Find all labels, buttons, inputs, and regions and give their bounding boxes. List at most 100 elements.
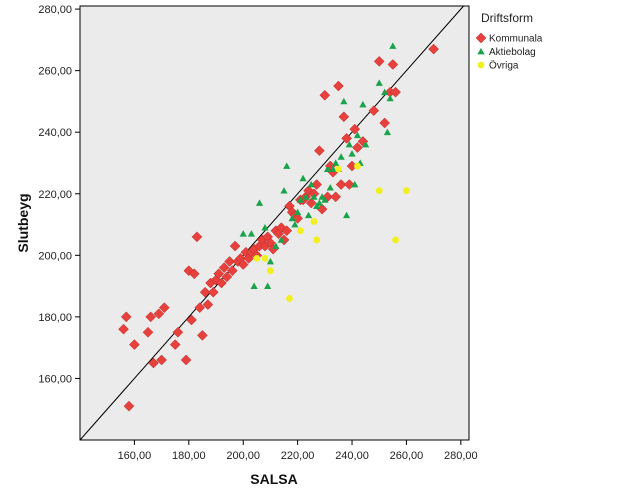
data-point-kommunala xyxy=(202,299,214,310)
data-point-kommunala xyxy=(387,59,399,70)
data-point-kommunala xyxy=(319,89,331,101)
data-point-aktiebolag xyxy=(310,193,318,200)
data-point-vriga xyxy=(313,236,321,244)
data-point-kommunala xyxy=(237,259,249,270)
data-point-kommunala xyxy=(341,133,352,144)
data-point-kommunala xyxy=(390,86,401,98)
data-point-kommunala xyxy=(158,302,170,313)
data-point-aktiebolag xyxy=(239,230,247,237)
data-point-vriga xyxy=(375,187,383,195)
data-point-aktiebolag xyxy=(353,131,362,139)
data-point-aktiebolag xyxy=(362,140,370,148)
data-point-kommunala xyxy=(148,357,159,369)
data-points-layer xyxy=(118,42,439,412)
y-axis-title: Slutbeyg xyxy=(15,193,31,252)
legend-title: Driftsform xyxy=(481,11,533,25)
y-tick-label: 280,00 xyxy=(38,4,72,16)
data-point-aktiebolag xyxy=(247,230,255,237)
data-point-aktiebolag xyxy=(288,214,296,222)
data-point-aktiebolag xyxy=(332,159,340,166)
data-point-aktiebolag xyxy=(277,236,285,243)
data-point-kommunala xyxy=(123,400,135,412)
data-point-kommunala xyxy=(352,142,363,153)
data-point-kommunala xyxy=(180,354,192,366)
data-point-aktiebolag xyxy=(345,140,353,148)
data-point-aktiebolag xyxy=(359,100,367,108)
data-point-aktiebolag xyxy=(283,162,291,169)
data-point-vriga xyxy=(296,227,304,235)
data-point-kommunala xyxy=(379,117,391,129)
data-point-aktiebolag xyxy=(323,165,332,173)
data-point-kommunala xyxy=(118,323,129,335)
data-point-aktiebolag xyxy=(375,79,383,86)
data-point-kommunala xyxy=(129,339,140,350)
data-point-kommunala xyxy=(314,145,325,157)
data-point-kommunala xyxy=(145,311,157,323)
x-tick-label: 260,00 xyxy=(390,450,424,462)
data-point-aktiebolag xyxy=(302,193,310,200)
data-point-aktiebolag xyxy=(326,184,334,191)
data-point-aktiebolag xyxy=(272,242,280,249)
data-point-kommunala xyxy=(216,277,227,289)
y-tick-label: 160,00 xyxy=(38,373,72,385)
legend-label: Övriga xyxy=(489,60,519,72)
legend-marker xyxy=(477,47,485,55)
data-point-vriga xyxy=(267,267,274,275)
data-point-aktiebolag xyxy=(255,199,264,206)
data-point-vriga xyxy=(403,187,410,195)
data-point-kommunala xyxy=(428,43,439,55)
x-axis-title: SALSA xyxy=(250,471,297,487)
data-point-aktiebolag xyxy=(291,220,299,228)
y-tick-label: 220,00 xyxy=(38,189,72,201)
data-point-aktiebolag xyxy=(280,187,288,194)
data-point-kommunala xyxy=(186,314,197,326)
data-point-aktiebolag xyxy=(348,150,356,157)
data-point-kommunala xyxy=(224,256,235,267)
data-point-kommunala xyxy=(188,268,200,280)
data-point-vriga xyxy=(261,254,269,262)
legend-marker xyxy=(477,61,485,69)
data-point-kommunala xyxy=(197,329,208,341)
data-point-aktiebolag xyxy=(315,199,323,206)
data-point-aktiebolag xyxy=(250,282,258,289)
data-point-kommunala xyxy=(333,80,344,92)
data-point-kommunala xyxy=(221,271,233,283)
data-point-kommunala xyxy=(169,339,181,350)
data-point-vriga xyxy=(354,162,361,170)
y-tick-label: 240,00 xyxy=(38,127,72,139)
data-point-aktiebolag xyxy=(261,224,269,231)
data-point-aktiebolag xyxy=(383,128,391,136)
y-tick-label: 260,00 xyxy=(38,66,72,78)
data-point-kommunala xyxy=(338,111,350,123)
data-point-aktiebolag xyxy=(381,88,389,96)
data-point-kommunala xyxy=(349,123,361,135)
legend-label: Aktiebolag xyxy=(489,47,536,58)
data-point-kommunala xyxy=(199,286,211,298)
reference-line xyxy=(79,5,464,441)
data-point-vriga xyxy=(335,165,342,173)
data-point-kommunala xyxy=(194,302,206,313)
data-point-vriga xyxy=(310,218,318,225)
data-point-kommunala xyxy=(281,225,293,237)
data-point-kommunala xyxy=(153,308,165,320)
data-point-aktiebolag xyxy=(304,211,313,219)
data-point-kommunala xyxy=(373,56,385,67)
x-tick-label: 240,00 xyxy=(335,450,369,462)
data-point-kommunala xyxy=(368,105,380,117)
data-point-kommunala xyxy=(218,262,230,273)
data-point-aktiebolag xyxy=(299,174,307,182)
data-point-kommunala xyxy=(120,311,132,323)
x-tick-label: 280,00 xyxy=(444,450,478,462)
x-tick-label: 180,00 xyxy=(172,450,206,462)
data-point-kommunala xyxy=(229,240,241,252)
data-point-kommunala xyxy=(172,326,184,338)
plot-frame xyxy=(79,5,470,441)
plot-background xyxy=(80,6,469,440)
data-point-kommunala xyxy=(213,268,225,280)
x-tick-label: 200,00 xyxy=(226,450,260,462)
data-point-vriga xyxy=(253,254,261,262)
x-tick-label: 160,00 xyxy=(118,450,152,462)
data-point-kommunala xyxy=(335,179,347,190)
reference-line-layer xyxy=(79,5,464,441)
